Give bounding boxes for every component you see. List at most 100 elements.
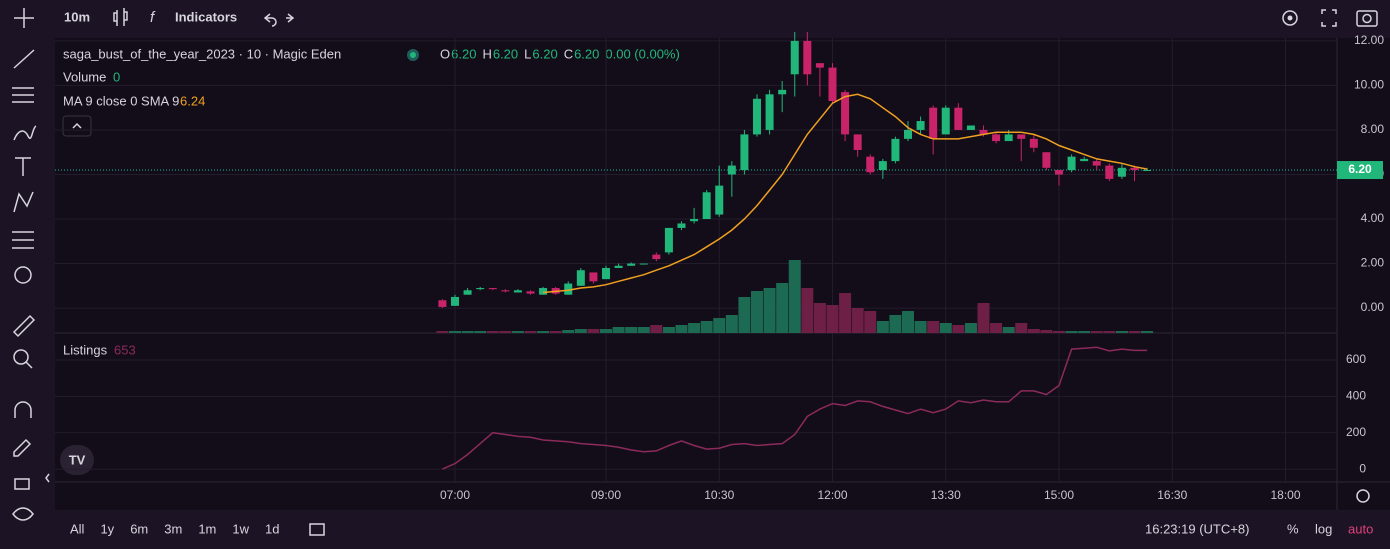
scale-option[interactable]: log bbox=[1315, 521, 1332, 536]
range-button[interactable]: 1d bbox=[265, 521, 279, 536]
listings-line bbox=[442, 346, 1148, 470]
listings-legend-name: Listings bbox=[63, 342, 108, 357]
volume-bar bbox=[625, 327, 638, 333]
y-tick-label: 12.00 bbox=[1354, 33, 1384, 47]
volume-bar bbox=[436, 331, 449, 333]
ohlc-value: 6.20 bbox=[451, 46, 476, 61]
text-tool[interactable] bbox=[15, 157, 31, 176]
ohlc-value: 6.20 bbox=[493, 46, 518, 61]
candle-body bbox=[765, 94, 774, 130]
candle-body bbox=[614, 265, 623, 268]
x-tick-label: 13:30 bbox=[931, 488, 961, 502]
candle-body bbox=[1130, 167, 1139, 171]
zoom-tool-handle bbox=[25, 361, 33, 369]
candle-body bbox=[526, 291, 535, 294]
collapse-arrow[interactable] bbox=[45, 473, 50, 483]
ohlc-key: O bbox=[440, 46, 450, 61]
candle-body bbox=[602, 267, 610, 280]
hide-tool[interactable] bbox=[12, 507, 34, 521]
ohlc-key: L bbox=[524, 46, 531, 61]
candle-body bbox=[790, 40, 799, 75]
ma-legend-value: 6.24 bbox=[180, 93, 205, 108]
y-tick-label: 600 bbox=[1346, 352, 1366, 366]
prediction-tool[interactable] bbox=[12, 231, 34, 249]
volume-bar bbox=[889, 315, 902, 333]
volume-bar bbox=[537, 331, 550, 333]
scale-option[interactable]: % bbox=[1287, 521, 1299, 536]
redo-icon[interactable] bbox=[286, 13, 295, 23]
x-tick-label: 07:00 bbox=[440, 488, 470, 502]
y-tick-label: 10.00 bbox=[1354, 78, 1384, 92]
candle-body bbox=[954, 107, 963, 130]
brush-tool[interactable] bbox=[13, 125, 37, 141]
range-button[interactable]: 1w bbox=[232, 521, 249, 536]
fx-icon[interactable]: f bbox=[150, 9, 156, 26]
volume-bar bbox=[474, 331, 487, 333]
settings-icon[interactable] bbox=[1282, 10, 1298, 26]
candle-body bbox=[727, 165, 736, 175]
fullscreen-icon[interactable] bbox=[1321, 9, 1337, 27]
candle-body bbox=[652, 254, 661, 260]
candle-body bbox=[1029, 138, 1038, 148]
trend-line-tool[interactable] bbox=[13, 49, 35, 69]
draw-mode-tool[interactable] bbox=[13, 438, 32, 457]
undo-icon[interactable] bbox=[263, 13, 277, 27]
magnet-tool[interactable] bbox=[14, 401, 32, 418]
volume-bar bbox=[939, 323, 952, 333]
candle-body bbox=[1067, 156, 1076, 171]
candle-body bbox=[1117, 167, 1126, 177]
candle-body bbox=[904, 129, 912, 139]
volume-bar bbox=[461, 331, 474, 333]
indicators-button[interactable]: Indicators bbox=[175, 9, 237, 24]
range-button[interactable]: 1y bbox=[100, 521, 114, 536]
ohlc-value: 6.20 bbox=[574, 46, 599, 61]
volume-bar bbox=[964, 323, 977, 333]
volume-bar bbox=[927, 321, 940, 333]
range-button[interactable]: 6m bbox=[130, 521, 148, 536]
candle-body bbox=[438, 300, 447, 307]
volume-bar bbox=[977, 303, 990, 333]
x-tick-label: 10:30 bbox=[704, 488, 734, 502]
scale-option[interactable]: auto bbox=[1348, 521, 1373, 536]
candle-body bbox=[815, 63, 824, 68]
volume-bar bbox=[600, 329, 612, 333]
chart-title: saga_bust_of_the_year_2023 · 10 · Magic … bbox=[63, 46, 341, 61]
axis-settings-icon[interactable] bbox=[1356, 489, 1370, 503]
volume-bar bbox=[990, 323, 1003, 333]
ma-line bbox=[543, 93, 1148, 294]
chart-type-icon[interactable] bbox=[113, 8, 128, 26]
volume-legend-name: Volume bbox=[63, 69, 106, 84]
candle-body bbox=[1080, 158, 1089, 162]
range-button[interactable]: 1m bbox=[198, 521, 216, 536]
measure-tool[interactable] bbox=[12, 314, 36, 338]
top-toolbar: 10m f Indicators bbox=[14, 8, 1378, 28]
candle-body bbox=[501, 290, 510, 292]
candle-body bbox=[1105, 165, 1114, 179]
lock-tool[interactable] bbox=[14, 478, 30, 490]
range-button[interactable]: All bbox=[70, 521, 85, 536]
x-tick-label: 16:30 bbox=[1157, 488, 1187, 502]
range-button[interactable]: 3m bbox=[164, 521, 182, 536]
date-range-icon[interactable] bbox=[309, 523, 325, 536]
volume-bar bbox=[1053, 331, 1065, 333]
icon-tool[interactable] bbox=[14, 266, 32, 284]
interval-button[interactable]: 10m bbox=[64, 9, 90, 24]
candle-body bbox=[576, 270, 585, 286]
crosshair-icon[interactable] bbox=[14, 8, 34, 28]
ohlc-key: C bbox=[564, 46, 573, 61]
pattern-tool[interactable] bbox=[13, 191, 34, 213]
candle-body bbox=[916, 121, 925, 130]
volume-bar bbox=[650, 325, 663, 333]
volume-bar bbox=[1141, 331, 1154, 333]
fib-tool[interactable] bbox=[12, 87, 34, 103]
volume-bar bbox=[1078, 331, 1091, 333]
zoom-tool[interactable] bbox=[13, 349, 29, 365]
screenshot-icon[interactable] bbox=[1356, 10, 1378, 27]
tv-logo[interactable] bbox=[60, 445, 94, 475]
volume-bar bbox=[851, 308, 864, 333]
tv-logo-text: TV bbox=[69, 452, 86, 467]
volume-bar bbox=[788, 260, 801, 333]
collapse-legend-button[interactable] bbox=[62, 115, 92, 137]
x-tick-label: 15:00 bbox=[1044, 488, 1074, 502]
candle-body bbox=[803, 40, 812, 75]
